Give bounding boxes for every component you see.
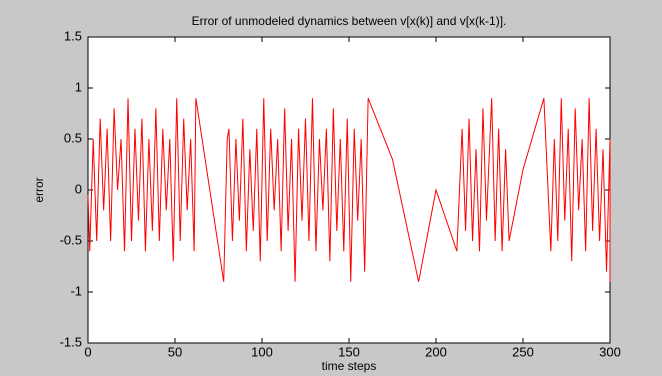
x-tick-label: 50 [168,344,182,359]
x-tick-label: 100 [251,344,273,359]
y-axis-label: error [32,177,46,202]
y-tick-label: -0.5 [60,232,82,247]
y-tick-label: 1.5 [64,28,82,43]
x-tick-label: 200 [425,344,447,359]
x-tick-label: 150 [338,344,360,359]
y-tick-label: 1 [75,79,82,94]
x-tick-label: 0 [84,344,91,359]
data-line [87,98,611,282]
y-tick-label: -1 [70,283,82,298]
y-tick-label: 0.5 [64,130,82,145]
y-tick-label: -1.5 [60,334,82,349]
x-tick-label: 250 [512,344,534,359]
chart-title: Error of unmodeled dynamics between v[x(… [192,14,507,28]
x-tick-label: 300 [599,344,621,359]
x-axis-label: time steps [322,359,377,373]
y-tick-label: 0 [75,181,82,196]
